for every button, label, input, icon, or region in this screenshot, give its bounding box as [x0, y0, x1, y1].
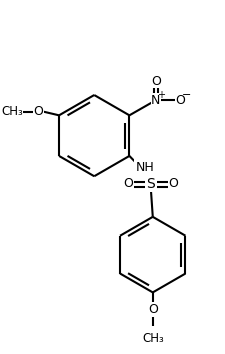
Text: O: O	[176, 94, 185, 107]
Text: O: O	[169, 177, 178, 190]
Text: O: O	[33, 105, 43, 118]
Text: O: O	[148, 303, 158, 316]
Text: O: O	[123, 177, 133, 190]
Text: S: S	[146, 177, 155, 191]
Text: CH₃: CH₃	[1, 105, 23, 118]
Text: O: O	[151, 75, 161, 88]
Text: N: N	[151, 94, 160, 107]
Text: −: −	[182, 91, 192, 101]
Text: CH₃: CH₃	[142, 332, 164, 345]
Text: +: +	[157, 91, 164, 101]
Text: NH: NH	[135, 160, 154, 173]
